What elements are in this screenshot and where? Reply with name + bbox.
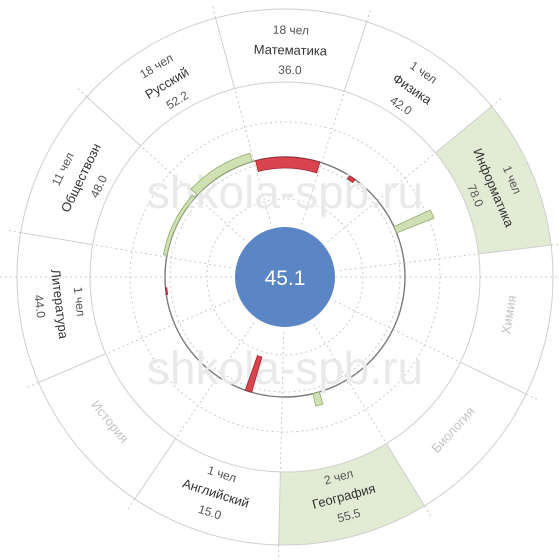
divider-4 [460,361,527,395]
sector-count-6: 1 чел [206,463,238,485]
sector-score-0: 36.0 [278,63,302,78]
divider-outer-7 [126,498,136,511]
divider-outer-9 [6,229,21,233]
sector-subject-4: Биология [428,404,477,456]
divider-5 [386,443,425,507]
score-bar-1 [346,175,356,184]
score-bar-10 [190,152,253,196]
sector-subject-0: Математика [254,42,328,59]
sector-dividers [0,4,560,559]
divider-inner-5 [313,323,387,444]
center-circle [235,227,335,327]
sector-subject-8: Литература [48,268,71,340]
watermark-bottom: shkola-spb.ru [147,342,423,394]
divider-10 [86,96,142,147]
divider-inner-7 [175,322,255,439]
divider-inner-4 [334,300,461,363]
divider-1 [343,21,368,92]
score-bar-0 [255,156,321,174]
sector-score-9: 48.0 [87,173,110,200]
score-bars [163,152,435,407]
sector-subject-7: История [88,397,132,445]
divider-2 [435,105,492,154]
sector-count-0: 18 чел [273,23,310,38]
score-bar-2 [393,209,435,234]
divider-inner-2 [327,152,436,243]
divider-outer-2 [491,97,503,107]
divider-7 [134,438,177,500]
divider-outer-4 [525,393,539,401]
value-ring-0 [206,198,364,356]
sector-subject-3: Химия [498,294,519,335]
divider-0 [215,18,236,89]
divider-inner-1 [301,91,345,225]
sector-backgrounds [278,106,552,545]
divider-outer-8 [25,382,39,389]
divider-inner-10 [140,145,245,241]
divider-inner-8 [105,298,235,355]
divider-6 [278,471,281,545]
sector-highlight-2 [435,106,552,254]
divider-outer-10 [76,87,87,98]
watermark-top: shkola-spb.ru [147,166,423,218]
divider-inner-6 [279,331,285,472]
divider-inner-0 [234,88,272,224]
divider-outer-0 [211,4,217,19]
score-bar-8 [165,287,169,296]
divider-3 [478,244,552,255]
sector-score-8: 44.0 [31,294,48,319]
sector-highlight-5 [278,443,425,545]
divider-outer-1 [366,8,372,22]
score-bar-9 [163,194,196,256]
divider-9 [20,232,93,246]
center-value: 45.1 [265,267,306,290]
watermarks: shkola-spb.ru shkola-spb.ru [147,166,423,394]
divider-inner-3 [339,253,479,271]
score-bar-5 [312,391,324,407]
divider-8 [38,353,106,383]
sector-score-5: 55.5 [336,506,362,526]
divider-inner-9 [92,244,231,269]
divider-outer-5 [424,505,433,519]
divider-outer-3 [551,243,560,246]
score-bar-6 [244,355,263,393]
sector-count-8: 1 чел [71,286,88,317]
sector-subject-6: Английский [181,476,251,511]
sector-score-6: 15.0 [197,502,224,523]
